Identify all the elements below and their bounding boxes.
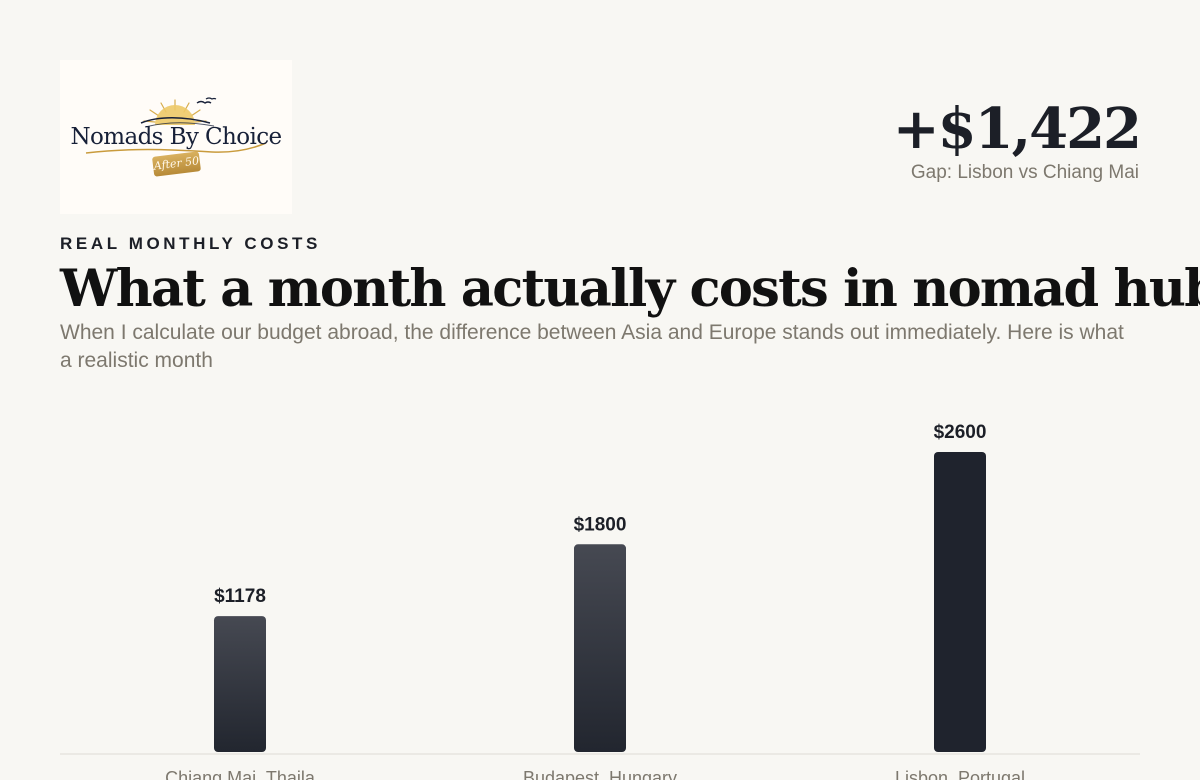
section-eyebrow: REAL MONTHLY COSTS [60, 234, 321, 253]
bar-value-label: $1800 [574, 514, 627, 535]
x-tick-label: Chiang Mai, Thaila [165, 768, 316, 780]
x-tick-label: Budapest, Hungary [523, 768, 677, 780]
bar-value-label: $1178 [214, 586, 266, 607]
bar-value-label: $2600 [934, 422, 987, 443]
sunrise-icon [85, 97, 267, 154]
nomads-by-choice-logo: Nomads By Choice After 50 [60, 60, 292, 214]
gap-value: +$1,422 [892, 96, 1142, 162]
brand-name: Nomads By Choice [70, 124, 282, 150]
bar-lisbon-portugal [934, 452, 986, 752]
x-tick-label: Lisbon, Portugal [895, 768, 1025, 780]
bar-chiang-mai-thaila [214, 616, 266, 752]
page-subtitle: When I calculate our budget abroad, the … [60, 321, 1124, 372]
page-title: What a month actually costs in nomad hub… [60, 259, 1200, 319]
gap-label: Gap: Lisbon vs Chiang Mai [910, 162, 1139, 183]
bar-budapest-hungary [574, 544, 626, 752]
